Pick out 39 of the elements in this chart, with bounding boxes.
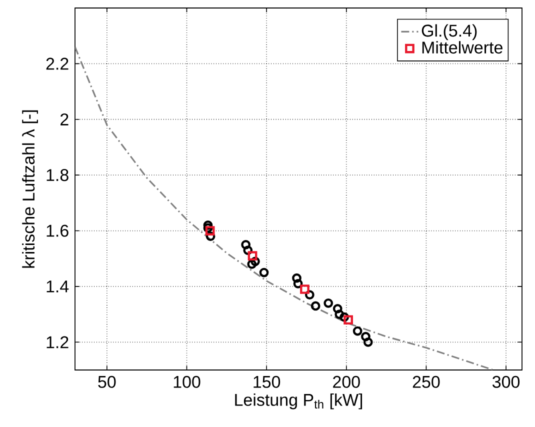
y-tick-label: 1.4 bbox=[46, 280, 69, 292]
legend-label: Mittelwerte bbox=[422, 41, 502, 54]
point bbox=[310, 301, 320, 311]
point bbox=[304, 290, 314, 300]
point bbox=[292, 273, 302, 283]
point bbox=[300, 284, 310, 294]
point bbox=[203, 223, 213, 233]
x-axis-title: Leistung P$_{th}$ [kW] bbox=[235, 393, 362, 410]
point bbox=[332, 304, 342, 314]
x-tick-label: 200 bbox=[333, 376, 360, 388]
point bbox=[241, 240, 250, 250]
x-tick-label: 50 bbox=[98, 376, 116, 388]
y-tick-label: 1.2 bbox=[46, 336, 68, 348]
point bbox=[203, 220, 213, 230]
point bbox=[344, 315, 353, 325]
point bbox=[334, 310, 344, 319]
x-tick-label: 100 bbox=[174, 376, 200, 388]
point bbox=[340, 312, 349, 322]
y-tick-label: 2 bbox=[60, 113, 68, 126]
x-tick-label: 250 bbox=[412, 376, 440, 388]
point bbox=[363, 337, 373, 347]
y-axis-title: kritische Luftzahl λ [-] bbox=[22, 110, 38, 268]
point bbox=[250, 256, 260, 266]
point bbox=[248, 251, 258, 261]
x-tick-label: 300 bbox=[492, 376, 520, 388]
legend-label: Gl.(5.4) bbox=[422, 24, 477, 40]
point bbox=[293, 278, 303, 288]
point bbox=[243, 246, 253, 255]
point bbox=[361, 332, 370, 342]
point bbox=[206, 232, 216, 242]
point bbox=[324, 298, 334, 308]
point bbox=[352, 326, 362, 336]
x-tick-label: 150 bbox=[254, 376, 280, 388]
point bbox=[247, 260, 257, 269]
y-tick-label: 1.6 bbox=[46, 224, 68, 237]
point bbox=[259, 268, 269, 278]
y-tick-label: 2.2 bbox=[46, 58, 68, 70]
point bbox=[205, 226, 215, 236]
y-tick-label: 1.8 bbox=[46, 169, 68, 182]
